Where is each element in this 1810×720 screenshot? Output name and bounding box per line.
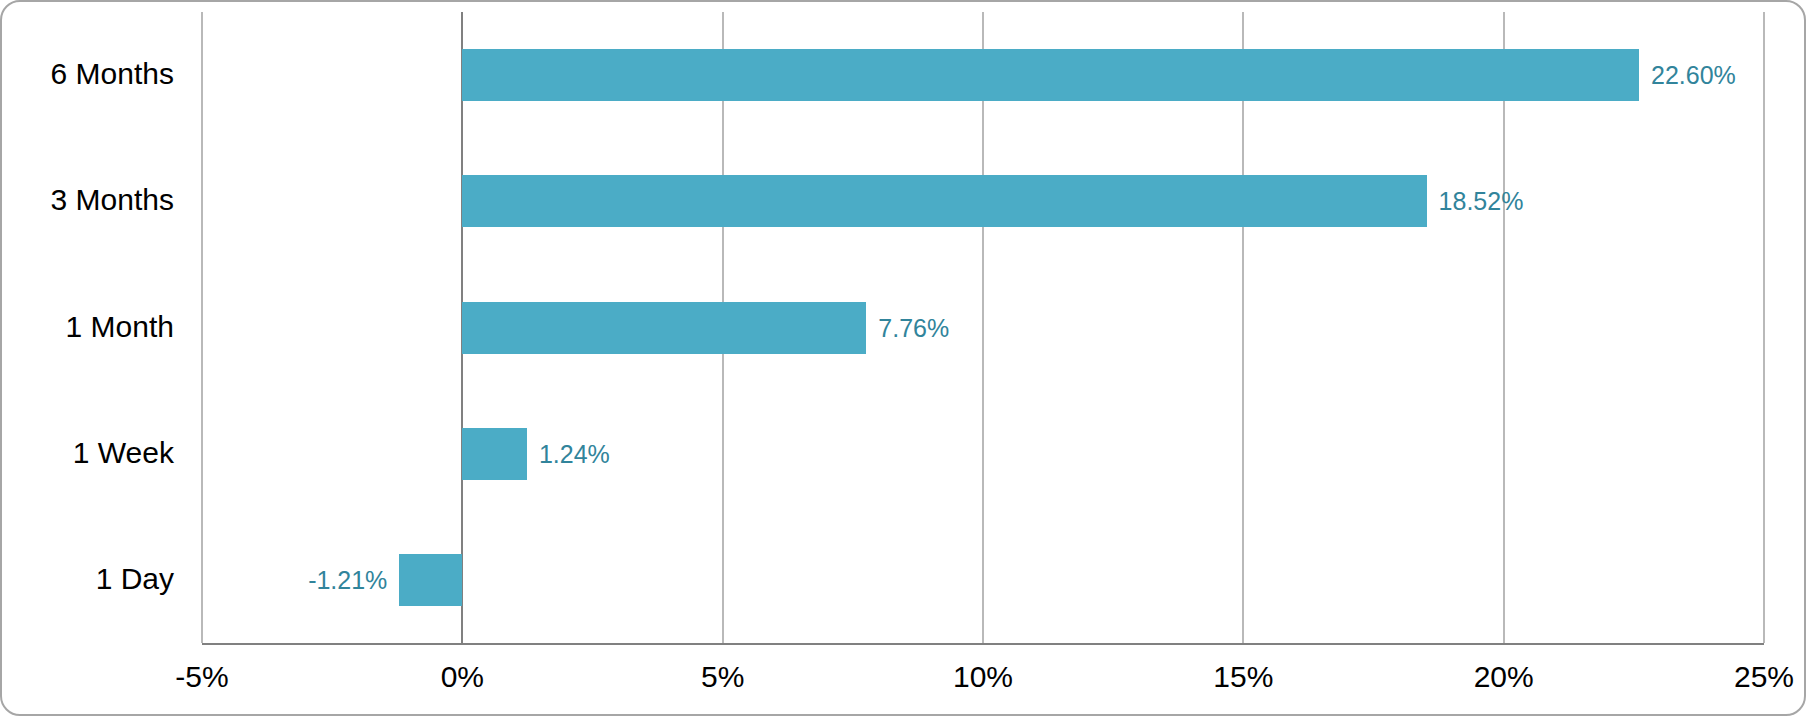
gridline-25	[1763, 12, 1765, 643]
category-label-1-day: 1 Day	[2, 562, 174, 596]
data-label-6-months: 22.60%	[1651, 49, 1736, 101]
data-label-1-day: -1.21%	[308, 554, 387, 606]
gridline-15	[1242, 12, 1244, 643]
data-label-3-months: 18.52%	[1439, 175, 1524, 227]
gridline-10	[982, 12, 984, 643]
category-label-1-month: 1 Month	[2, 310, 174, 344]
x-tick-label-15: 15%	[1213, 660, 1273, 694]
bar-6-months	[462, 49, 1639, 101]
category-label-1-week: 1 Week	[2, 436, 174, 470]
category-label-6-months: 6 Months	[2, 57, 174, 91]
x-tick-label-10: 10%	[953, 660, 1013, 694]
chart-card: 22.60% 18.52% 7.76% 1.24% -1.21% 6 Months 3 M…	[0, 0, 1806, 716]
x-tick-label-25: 25%	[1734, 660, 1794, 694]
x-tick-label-5: -5%	[175, 660, 228, 694]
gridline-20	[1503, 12, 1505, 643]
x-tick-label-0: 0%	[441, 660, 484, 694]
data-label-1-week: 1.24%	[539, 428, 610, 480]
gridline-5	[201, 12, 203, 643]
plot-area: 22.60% 18.52% 7.76% 1.24% -1.21%	[202, 12, 1764, 643]
bar-1-week	[462, 428, 527, 480]
bar-1-day	[399, 554, 462, 606]
x-tick-label-5: 5%	[701, 660, 744, 694]
category-label-3-months: 3 Months	[2, 183, 174, 217]
bar-3-months	[462, 175, 1426, 227]
x-axis-baseline	[202, 643, 1764, 645]
bar-1-month	[462, 302, 866, 354]
x-tick-label-20: 20%	[1474, 660, 1534, 694]
data-label-1-month: 7.76%	[878, 302, 949, 354]
